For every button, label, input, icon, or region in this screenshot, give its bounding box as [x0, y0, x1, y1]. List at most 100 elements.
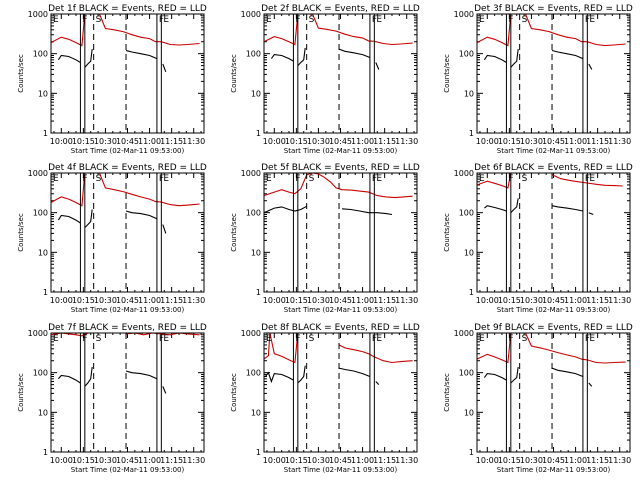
- y-axis-label: Counts/sec: [443, 213, 451, 252]
- x-tick-label: 10:30: [94, 456, 117, 465]
- panel-2: Det 2f BLACK = Events, RED = LLD Counts/s…: [230, 4, 420, 155]
- events-line-segment: [338, 367, 371, 378]
- y-axis-label: Counts/sec: [17, 373, 25, 412]
- lld-line-segment: [477, 173, 520, 189]
- lld-line-segment: [264, 14, 307, 46]
- y-tick-label: 10: [464, 408, 474, 417]
- plot-frame: [50, 332, 205, 453]
- event-marker-label: E: [53, 334, 59, 344]
- y-tick-label: 1: [43, 448, 48, 457]
- event-marker-label: E: [163, 334, 169, 344]
- series-group: [477, 173, 623, 216]
- x-tick-label: 10:00: [50, 137, 73, 146]
- x-tick-label: 11:30: [182, 296, 205, 305]
- series-group: [51, 173, 200, 234]
- y-axis-label: Counts/sec: [230, 54, 238, 93]
- panel-8: Det 8f BLACK = Events, RED = LLD Counts/s…: [230, 323, 420, 474]
- x-tick-label: 10:15: [72, 456, 95, 465]
- panel-title: Det 9f BLACK = Events, RED = LLD: [474, 323, 633, 333]
- events-line-segment: [84, 366, 93, 387]
- y-tick-label: 10: [38, 408, 48, 417]
- y-tick-label: 1000: [241, 329, 261, 338]
- x-tick-label: 11:15: [160, 456, 183, 465]
- panel-title: Det 7f BLACK = Events, RED = LLD: [48, 323, 207, 333]
- y-tick-label: 10: [251, 89, 261, 98]
- event-marker-label: E: [376, 174, 382, 184]
- x-tick-label: 10:15: [285, 456, 308, 465]
- x-tick-label: 10:30: [520, 456, 543, 465]
- x-tick-label: 11:30: [608, 456, 631, 465]
- y-tick-label: 10: [251, 408, 261, 417]
- events-line-segment: [125, 49, 158, 60]
- event-marker-label: E: [376, 15, 382, 25]
- lld-line-segment: [311, 14, 413, 46]
- lld-line-segment: [264, 333, 307, 364]
- x-tick-label: 10:15: [72, 137, 95, 146]
- event-marker-label: E: [266, 334, 272, 344]
- event-marker-label: E: [589, 334, 595, 344]
- events-line-segment: [510, 49, 519, 68]
- panel-title: Det 4f BLACK = Events, RED = LLD: [48, 163, 207, 173]
- lld-line-segment: [477, 333, 520, 364]
- events-line-segment: [375, 381, 380, 385]
- events-line-segment: [265, 371, 294, 384]
- y-axis-label: Counts/sec: [17, 213, 25, 252]
- y-tick-label: 100: [33, 209, 48, 218]
- event-marker-label: E: [163, 15, 169, 25]
- event-marker-label: S: [96, 15, 102, 25]
- event-marker-label: E: [479, 334, 485, 344]
- lld-line-segment: [51, 173, 94, 207]
- y-tick-label: 100: [246, 209, 261, 218]
- x-axis-label: Start Time (02-Mar-11 09:53:00): [497, 147, 611, 155]
- y-tick-label: 10: [38, 89, 48, 98]
- x-axis-label: Start Time (02-Mar-11 09:53:00): [71, 306, 185, 314]
- events-line-segment: [270, 54, 294, 62]
- plot-frame: [263, 13, 418, 134]
- panel-5: Det 5f BLACK = Events, RED = LLD Counts/s…: [230, 163, 420, 314]
- events-line-segment: [510, 366, 519, 384]
- x-tick-label: 10:15: [285, 137, 308, 146]
- y-tick-label: 1000: [28, 10, 48, 19]
- events-line-segment: [588, 382, 593, 387]
- y-tick-label: 1000: [28, 329, 48, 338]
- series-group: [264, 173, 413, 216]
- panel-title: Det 5f BLACK = Events, RED = LLD: [261, 163, 420, 173]
- events-line-segment: [162, 224, 167, 234]
- events-line-segment: [125, 370, 158, 380]
- series-group: [51, 333, 200, 394]
- x-tick-label: 11:00: [138, 296, 161, 305]
- series-group: [264, 333, 413, 385]
- y-tick-label: 100: [33, 50, 48, 59]
- y-axis-label: Counts/sec: [443, 54, 451, 93]
- events-line-segment: [551, 367, 584, 378]
- panel-3: Det 3f BLACK = Events, RED = LLD Counts/s…: [443, 4, 633, 155]
- x-tick-label: 11:15: [586, 456, 609, 465]
- events-line-segment: [588, 212, 594, 216]
- plot-frame: [476, 172, 631, 293]
- x-tick-label: 10:00: [476, 296, 499, 305]
- x-tick-label: 10:45: [116, 137, 139, 146]
- events-line-segment: [551, 205, 584, 212]
- y-tick-label: 10: [464, 248, 474, 257]
- plot-frame: [263, 332, 418, 453]
- x-tick-label: 11:00: [351, 137, 374, 146]
- x-tick-label: 10:30: [307, 137, 330, 146]
- events-line-segment: [84, 49, 93, 68]
- event-marker-label: S: [309, 15, 315, 25]
- event-marker-label: E: [479, 15, 485, 25]
- event-marker-label: E: [266, 15, 272, 25]
- plot-frame: [263, 172, 418, 293]
- y-tick-label: 1: [256, 288, 261, 297]
- panel-6: Det 6f BLACK = Events, RED = LLD Counts/s…: [443, 163, 633, 314]
- events-line-segment: [162, 63, 167, 72]
- x-tick-label: 11:30: [608, 296, 631, 305]
- plot-frame: [476, 13, 631, 134]
- events-line-segment: [297, 365, 306, 384]
- y-tick-label: 10: [464, 89, 474, 98]
- x-tick-label: 10:15: [498, 296, 521, 305]
- panel-title: Det 1f BLACK = Events, RED = LLD: [48, 4, 207, 14]
- y-axis-label: Counts/sec: [230, 213, 238, 252]
- y-tick-label: 1000: [454, 10, 474, 19]
- x-tick-label: 10:00: [263, 137, 286, 146]
